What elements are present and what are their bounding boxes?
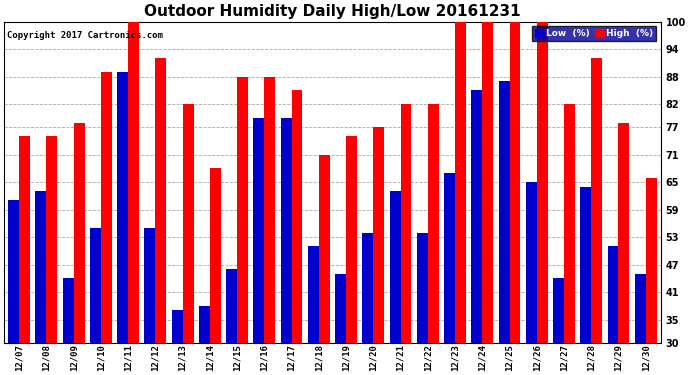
Bar: [471, 90, 482, 343]
Bar: [128, 22, 139, 343]
Text: Copyright 2017 Cartronics.com: Copyright 2017 Cartronics.com: [8, 32, 164, 40]
Bar: [390, 191, 401, 343]
Bar: [428, 104, 439, 343]
Bar: [46, 136, 57, 343]
Bar: [63, 278, 74, 343]
Bar: [319, 154, 330, 343]
Bar: [482, 22, 493, 343]
Bar: [144, 228, 155, 343]
Bar: [35, 191, 46, 343]
Bar: [117, 72, 128, 343]
Bar: [499, 81, 509, 343]
Bar: [101, 72, 112, 343]
Bar: [373, 127, 384, 343]
Title: Outdoor Humidity Daily High/Low 20161231: Outdoor Humidity Daily High/Low 20161231: [144, 4, 521, 19]
Bar: [281, 118, 292, 343]
Bar: [264, 77, 275, 343]
Bar: [618, 123, 629, 343]
Bar: [444, 173, 455, 343]
Bar: [19, 136, 30, 343]
Bar: [591, 58, 602, 343]
Bar: [553, 278, 564, 343]
Bar: [335, 274, 346, 343]
Bar: [526, 182, 537, 343]
Bar: [253, 118, 264, 343]
Bar: [172, 310, 183, 343]
Bar: [635, 274, 646, 343]
Bar: [362, 232, 373, 343]
Legend: Low  (%), High  (%): Low (%), High (%): [532, 26, 656, 40]
Bar: [155, 58, 166, 343]
Bar: [183, 104, 193, 343]
Bar: [226, 269, 237, 343]
Bar: [580, 187, 591, 343]
Bar: [237, 77, 248, 343]
Bar: [455, 22, 466, 343]
Bar: [564, 104, 575, 343]
Bar: [346, 136, 357, 343]
Bar: [90, 228, 101, 343]
Bar: [199, 306, 210, 343]
Bar: [537, 22, 548, 343]
Bar: [401, 104, 411, 343]
Bar: [509, 22, 520, 343]
Bar: [417, 232, 428, 343]
Bar: [308, 246, 319, 343]
Bar: [608, 246, 618, 343]
Bar: [8, 201, 19, 343]
Bar: [74, 123, 85, 343]
Bar: [646, 177, 657, 343]
Bar: [210, 168, 221, 343]
Bar: [292, 90, 302, 343]
